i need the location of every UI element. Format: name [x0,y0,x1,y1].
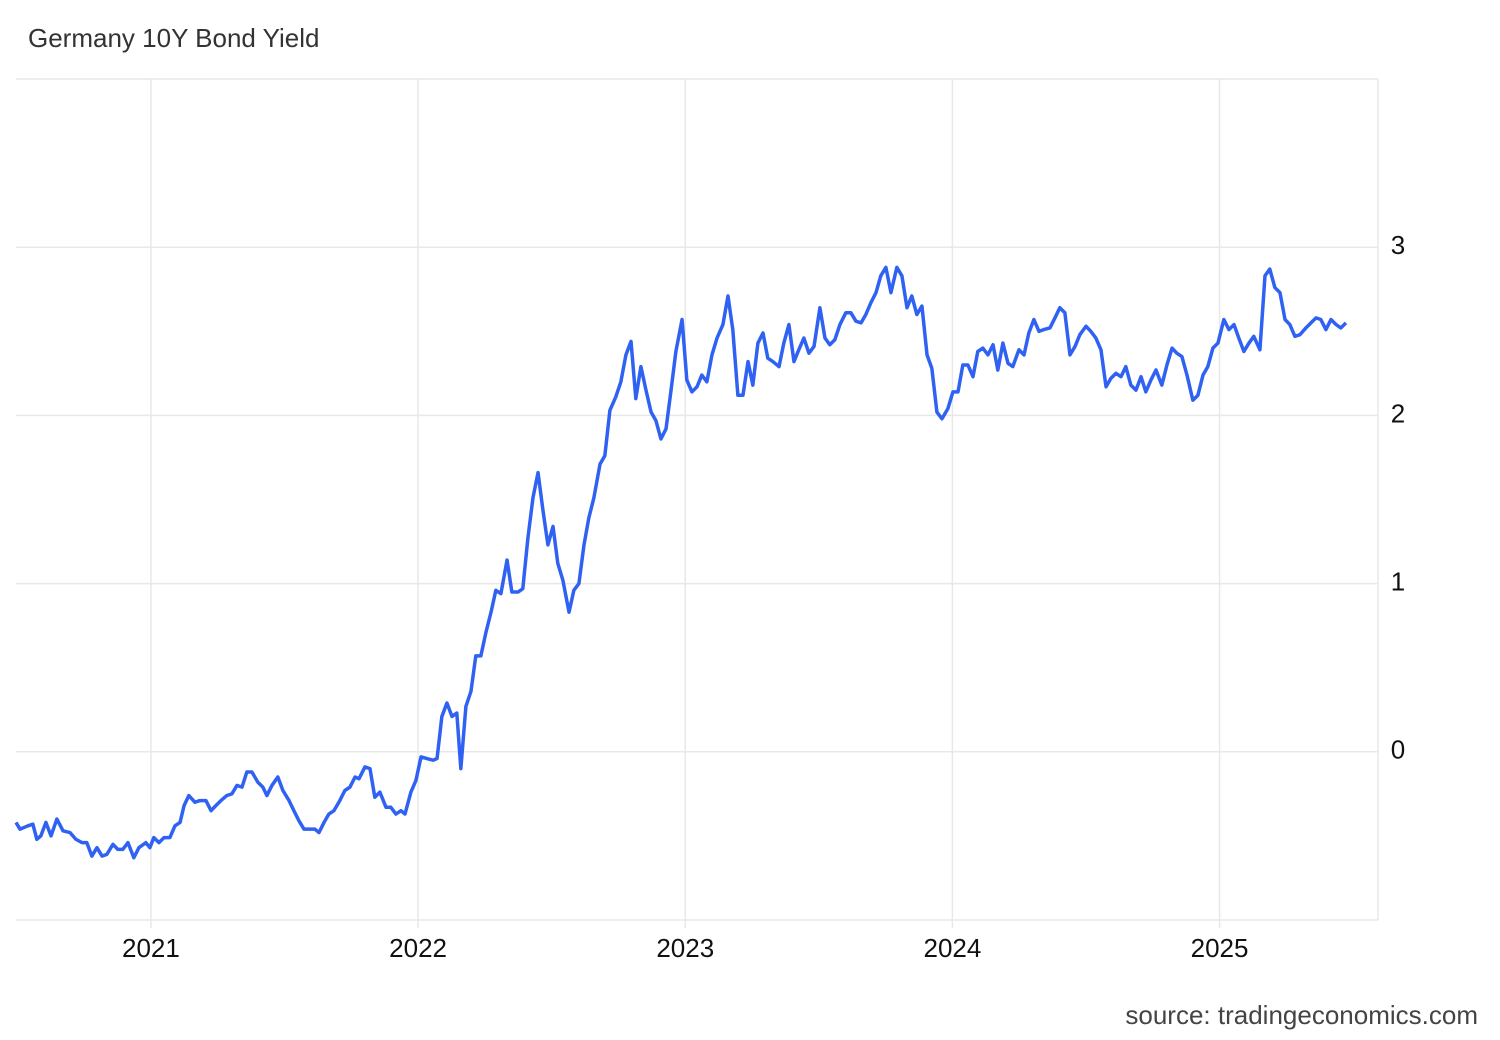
y-tick-label: 1 [1391,566,1405,596]
x-tick-label: 2024 [923,933,981,963]
source-note: source: tradingeconomics.com [1125,1000,1478,1030]
y-tick-label: 0 [1391,735,1405,765]
y-tick-label: 3 [1391,230,1405,260]
data-line [14,265,1348,860]
x-tick-label: 2022 [389,933,447,963]
x-tick-label: 2021 [122,933,180,963]
x-tick-label: 2025 [1191,933,1249,963]
chart-title: Germany 10Y Bond Yield [28,23,319,53]
x-tick-label: 2023 [656,933,714,963]
y-tick-label: 2 [1391,398,1405,428]
